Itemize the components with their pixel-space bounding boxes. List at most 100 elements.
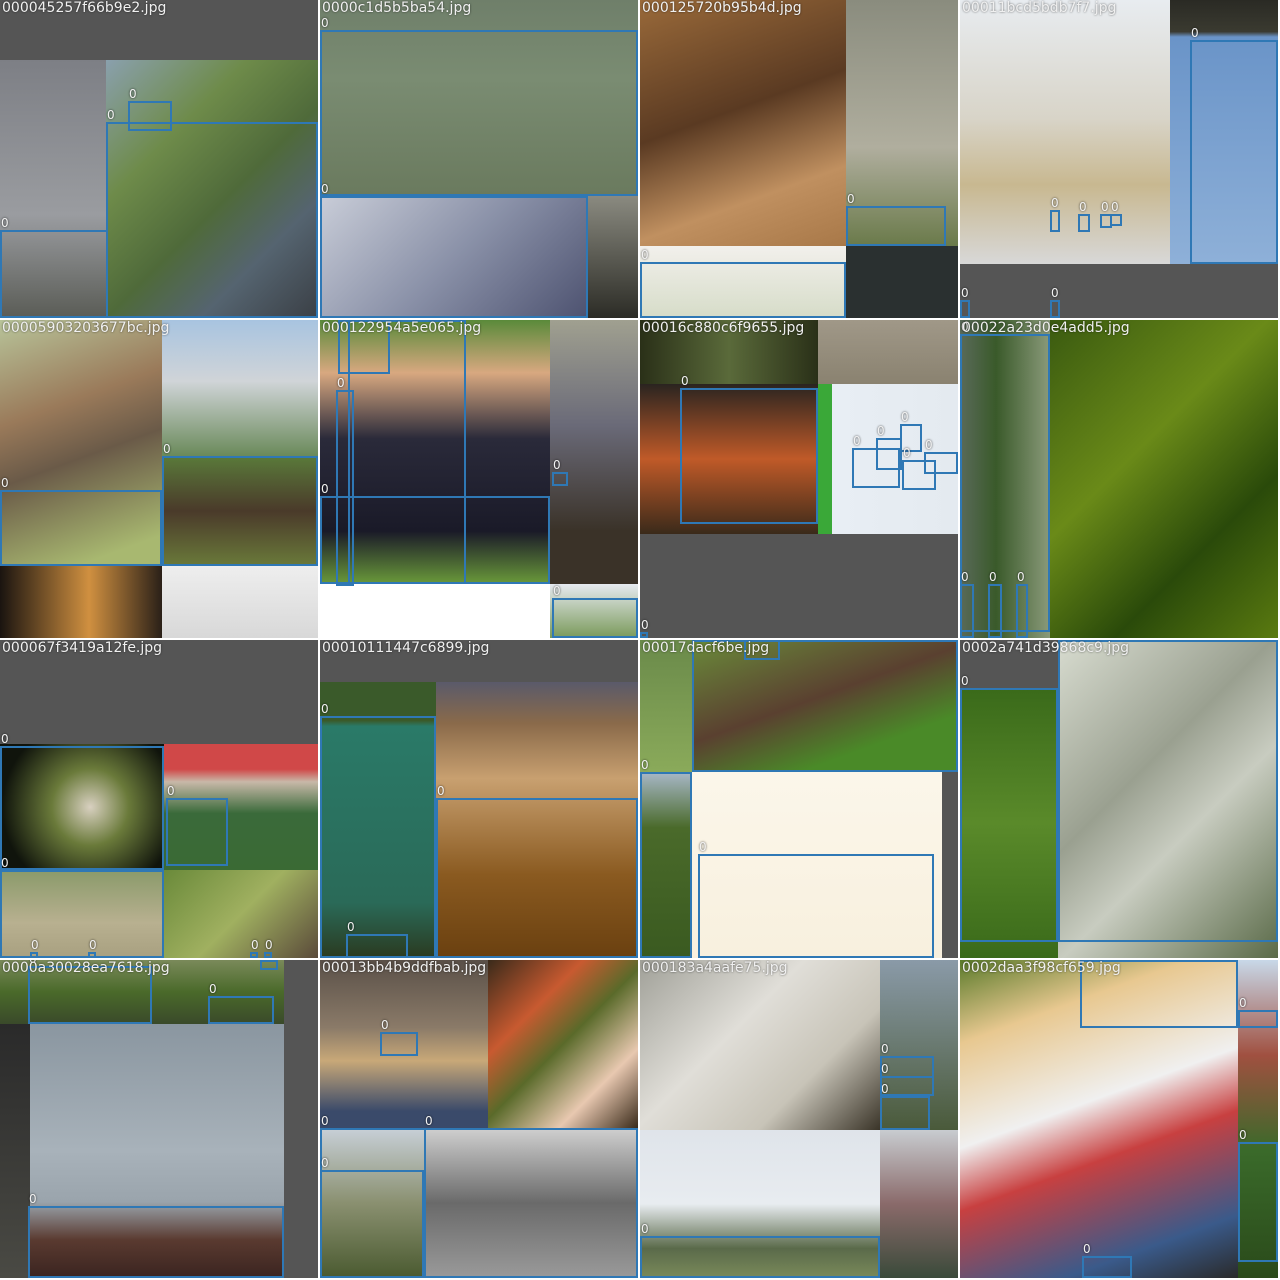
photo-chalkboard bbox=[320, 682, 436, 958]
photo-vine-wall bbox=[692, 772, 942, 958]
mosaic-tile-5: 00005903203677bc.jpg 0 0 bbox=[0, 320, 318, 638]
photo-ivy-wall bbox=[960, 320, 1050, 638]
box-class-label: 0 bbox=[1017, 570, 1025, 584]
box-class-label: 0 bbox=[321, 702, 329, 716]
mosaic-tile-16: 0002daa3f98cf659.jpg 0 0 0 0 bbox=[960, 960, 1278, 1278]
box-class-label: 0 bbox=[1051, 196, 1059, 210]
box-class-label: 0 bbox=[31, 938, 39, 952]
tile-filename: 00011bcd5bdb7f7.jpg bbox=[962, 0, 1117, 16]
tile-filename: 00013bb4b9ddfbab.jpg bbox=[322, 960, 487, 976]
box-class-label: 0 bbox=[1051, 286, 1059, 300]
bounding-box: 0 bbox=[900, 411, 922, 452]
box-class-label: 0 bbox=[209, 982, 217, 996]
tile-filename: 0000c1d5b5ba54.jpg bbox=[322, 0, 472, 16]
photo-carved-stone bbox=[640, 960, 880, 1130]
bounding-box: 0 bbox=[0, 857, 164, 958]
box-class-label: 0 bbox=[107, 108, 115, 122]
box-class-label: 0 bbox=[641, 248, 649, 262]
box-class-label: 0 bbox=[1, 216, 9, 230]
photo-vegetables bbox=[488, 960, 638, 1128]
box-class-label: 0 bbox=[903, 446, 911, 460]
photo-clover-ground bbox=[960, 688, 1058, 958]
mosaic-tile-12: 0002a741d39868c9.jpg 0 0 bbox=[960, 640, 1278, 958]
bounding-box: 0 bbox=[1078, 201, 1090, 232]
box-class-label: 0 bbox=[681, 374, 689, 388]
photo-water-tower bbox=[640, 1130, 880, 1278]
box-class-label: 0 bbox=[321, 182, 329, 196]
mosaic-tile-11: 00017dacf6be.jpg 0 0 0 0 bbox=[640, 640, 958, 958]
bounding-box: 0 bbox=[436, 785, 638, 958]
photo-blurred-leaf bbox=[640, 320, 818, 384]
box-class-label: 0 bbox=[1083, 1242, 1091, 1256]
bounding-box: 0 bbox=[208, 983, 274, 1024]
bounding-box: 0 bbox=[902, 447, 936, 490]
box-class-label: 0 bbox=[167, 784, 175, 798]
photo-football-match bbox=[164, 744, 318, 870]
bounding-box: 0 bbox=[128, 88, 172, 131]
mosaic-tile-6: 000122954a5e065.jpg 0 0 0 0 0 0 bbox=[320, 320, 638, 638]
photo-paved-ground bbox=[846, 0, 958, 246]
bounding-box: 0 bbox=[336, 377, 354, 586]
tile-filename: 000045257f66b9e2.jpg bbox=[2, 0, 167, 16]
photo-beetle-flowers bbox=[1058, 640, 1278, 958]
mosaic-tile-3: 000125720b95b4d.jpg 0 0 bbox=[640, 0, 958, 318]
photo-bokeh-lights bbox=[0, 566, 162, 638]
bounding-box: 0 bbox=[1050, 197, 1060, 232]
mosaic-tile-2: 0000c1d5b5ba54.jpg 0 0 bbox=[320, 0, 638, 318]
bounding-box: 0 bbox=[1050, 287, 1060, 318]
bounding-box: 0 bbox=[346, 921, 408, 958]
box-class-label: 0 bbox=[321, 1156, 329, 1170]
bounding-box: 0 bbox=[30, 939, 39, 958]
box-class-label: 0 bbox=[553, 584, 561, 598]
box-class-label: 0 bbox=[1, 856, 9, 870]
box-class-label: 0 bbox=[961, 570, 969, 584]
box-class-label: 0 bbox=[29, 1192, 37, 1206]
photo-horse bbox=[640, 0, 846, 246]
bounding-box: 0 bbox=[166, 785, 228, 866]
box-class-label: 0 bbox=[961, 286, 969, 300]
bounding-box: 0 bbox=[320, 183, 588, 318]
tile-filename: 0002a741d39868c9.jpg bbox=[962, 640, 1130, 656]
mosaic-tile-7: 00016c880c6f9655.jpg 0 0 0 0 0 0 0 bbox=[640, 320, 958, 638]
photo-pumpkin-planter bbox=[640, 384, 818, 534]
photo-storefront bbox=[960, 0, 1170, 264]
bounding-box: 0 bbox=[640, 619, 649, 638]
box-class-label: 0 bbox=[641, 618, 649, 632]
bounding-box: 0 bbox=[698, 841, 934, 958]
photo-group-portrait bbox=[106, 60, 318, 318]
bounding-box: 0 bbox=[692, 640, 958, 772]
box-class-label: 0 bbox=[1239, 996, 1247, 1010]
bounding-box: 0 bbox=[640, 249, 846, 318]
bounding-box: 0 bbox=[1080, 960, 1238, 1028]
tile-filename: 00022a23d0e4add5.jpg bbox=[962, 320, 1130, 336]
bounding-box: 0 bbox=[1058, 640, 1278, 942]
bounding-box: 0 bbox=[960, 571, 974, 638]
box-class-label: 0 bbox=[29, 960, 37, 966]
box-class-label: 0 bbox=[321, 16, 329, 30]
mosaic-tile-9: 000067f3419a12fe.jpg 0 0 0 0 0 0 0 bbox=[0, 640, 318, 958]
box-class-label: 0 bbox=[321, 482, 329, 496]
box-class-label: 0 bbox=[89, 938, 97, 952]
photo-rocky-trail bbox=[424, 1128, 638, 1278]
bounding-box: 0 bbox=[28, 1193, 284, 1278]
box-class-label: 0 bbox=[381, 1018, 389, 1032]
box-class-label: 0 bbox=[1239, 1128, 1247, 1142]
bounding-box: 0 bbox=[744, 640, 780, 660]
bounding-box: 0 bbox=[106, 109, 318, 318]
photo-girl-conical-hat bbox=[960, 960, 1238, 1278]
photo-cliffs bbox=[320, 1128, 424, 1278]
bounding-box: 0 bbox=[960, 675, 1058, 942]
bounding-box: 0 bbox=[552, 459, 568, 486]
tile-filename: 00005903203677bc.jpg bbox=[2, 320, 170, 336]
photo-plant-stem bbox=[640, 246, 846, 318]
bounding-box: 0 bbox=[846, 193, 946, 246]
bounding-box: 0 bbox=[1238, 997, 1278, 1028]
photo-soccer-players bbox=[320, 0, 638, 196]
box-class-label: 0 bbox=[877, 424, 885, 438]
box-class-label: 0 bbox=[163, 442, 171, 456]
mosaic-tile-1: 000045257f66b9e2.jpg 0 0 0 bbox=[0, 0, 318, 318]
photo-girl-tshirt bbox=[320, 320, 550, 584]
photo-tea-field bbox=[640, 772, 692, 958]
bounding-box: 0 bbox=[28, 960, 152, 1024]
box-class-label: 0 bbox=[1, 732, 9, 746]
